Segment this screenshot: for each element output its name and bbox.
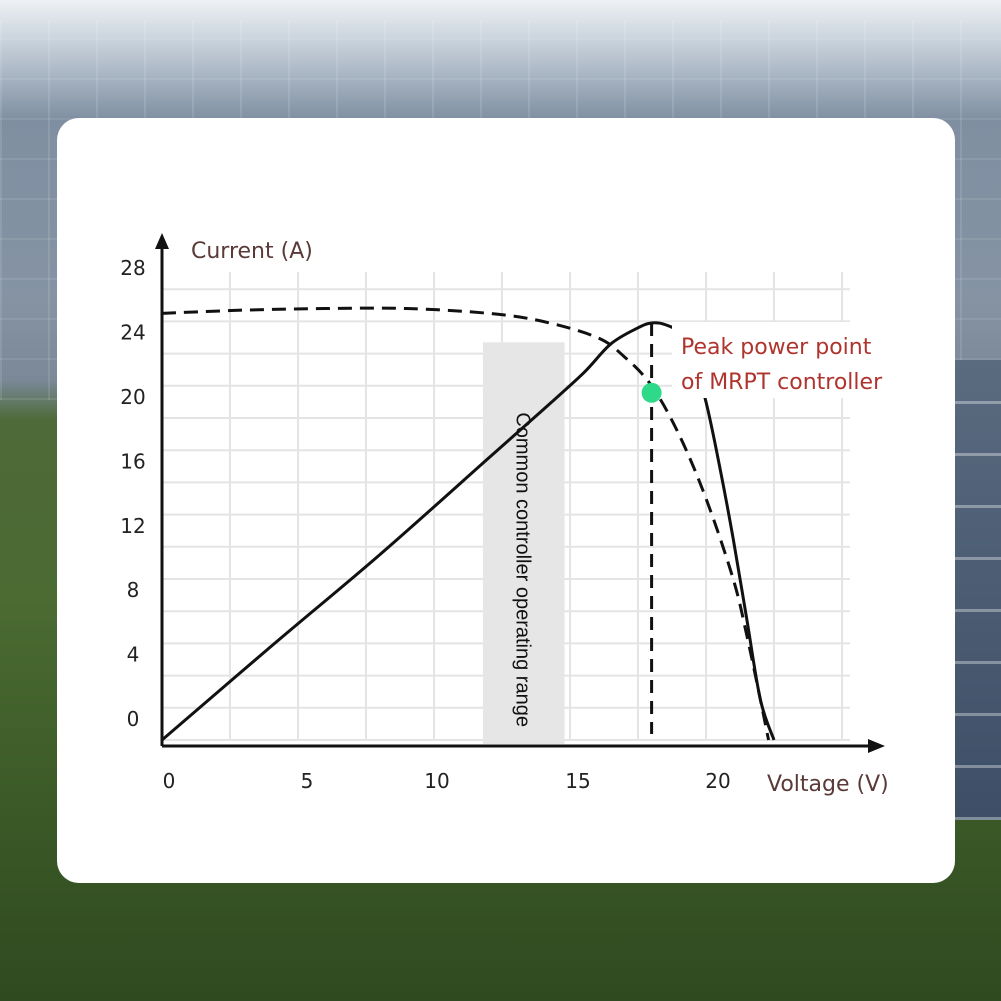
x-tick-label: 0 bbox=[163, 769, 176, 793]
annotation-line-1: Peak power point bbox=[681, 335, 872, 360]
x-axis-title: Voltage (V) bbox=[767, 772, 889, 797]
y-tick-label: 8 bbox=[127, 578, 140, 602]
x-tick-label: 15 bbox=[565, 769, 590, 793]
x-tick-label: 20 bbox=[705, 769, 730, 793]
y-tick-labels: 0 4 8 12 16 20 24 28 bbox=[120, 256, 145, 731]
series-solid-curve bbox=[161, 321, 776, 742]
x-tick-label: 10 bbox=[424, 769, 449, 793]
x-tick-label: 5 bbox=[301, 769, 314, 793]
y-tick-label: 12 bbox=[120, 514, 145, 538]
y-axis-title: Current (A) bbox=[191, 239, 313, 264]
x-tick-labels: 0 5 10 15 20 bbox=[163, 769, 731, 793]
y-tick-label: 24 bbox=[120, 321, 145, 345]
y-tick-label: 28 bbox=[120, 256, 145, 280]
operating-range-label: Common controller operating range bbox=[511, 412, 533, 727]
peak-power-point-marker bbox=[641, 382, 662, 403]
y-axis-arrow bbox=[155, 233, 169, 249]
annotation-backdrop bbox=[672, 322, 897, 398]
x-axis-arrow bbox=[868, 739, 885, 753]
series-dashed-curve bbox=[161, 306, 771, 741]
y-tick-label: 20 bbox=[120, 385, 145, 409]
annotation-line-2: of MRPT controller bbox=[681, 370, 883, 395]
axes bbox=[155, 233, 885, 753]
y-tick-label: 16 bbox=[120, 449, 145, 473]
operating-range-band bbox=[482, 342, 565, 744]
y-tick-label: 0 bbox=[127, 707, 140, 731]
y-tick-label: 4 bbox=[127, 643, 140, 667]
